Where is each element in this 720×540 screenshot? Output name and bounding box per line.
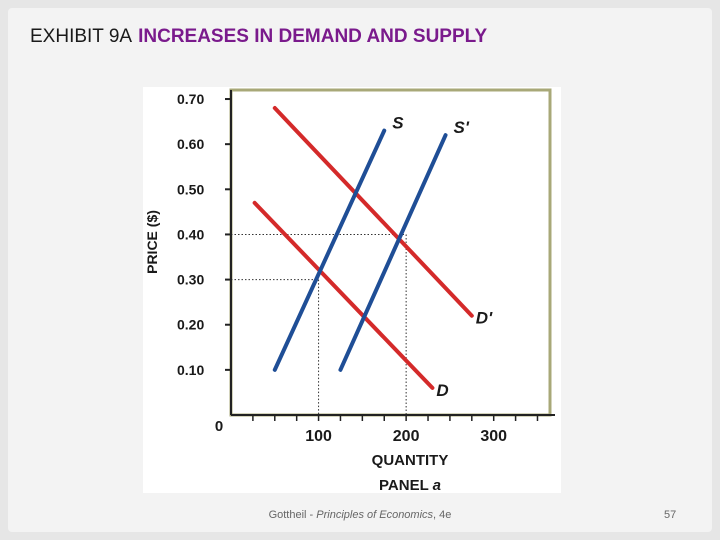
footer-author: Gottheil -	[268, 509, 317, 521]
supply-demand-chart: 0.10 0.20 0.30 0.40 0.50 0.60 0.70 100 200 300 0 QU…	[144, 88, 555, 494]
curve-d-prime	[272, 106, 474, 318]
plot-frame	[229, 88, 552, 417]
panel-caption-letter: a	[433, 477, 441, 493]
curve-s	[272, 128, 387, 372]
y-tick-label: 0.50	[177, 181, 204, 197]
curve-label-d: D	[436, 381, 448, 400]
page-number: 57	[664, 509, 677, 521]
curve-label-s: S	[392, 114, 404, 133]
exhibit-number: EXHIBIT 9A	[30, 26, 133, 47]
footer-edition: , 4e	[433, 509, 452, 521]
panel-caption: PANEL a	[379, 477, 441, 493]
x-tick-label: 100	[305, 428, 332, 445]
x-tick-label: 200	[393, 428, 420, 445]
footer-book-title: Principles of Economics	[316, 509, 434, 521]
y-tick-label: 0.20	[177, 317, 204, 333]
origin-label: 0	[215, 418, 223, 435]
panel-caption-prefix: PANEL	[379, 477, 433, 493]
x-axis-title: QUANTITY	[372, 452, 449, 469]
x-tick-label: 300	[480, 428, 507, 445]
curve-label-d-prime: D'	[476, 309, 493, 328]
y-tick-label: 0.40	[177, 226, 204, 242]
y-tick-label: 0.70	[177, 91, 204, 107]
curve-label-s-prime: S'	[454, 118, 470, 137]
curve-d	[252, 200, 435, 390]
slide-title: EXHIBIT 9A INCREASES IN DEMAND AND SUPPLY	[30, 26, 487, 48]
curve-s-prime	[338, 133, 448, 372]
footer-citation: Gottheil - Principles of Economics, 4e	[0, 509, 720, 521]
y-tick-label: 0.30	[177, 272, 204, 288]
y-tick-label: 0.60	[177, 136, 204, 152]
y-tick-label: 0.10	[177, 362, 204, 378]
y-axis-title: PRICE ($)	[144, 210, 160, 274]
chart-container: 0.10 0.20 0.30 0.40 0.50 0.60 0.70 100 200 300 0 QU…	[143, 87, 561, 494]
exhibit-subtitle: INCREASES IN DEMAND AND SUPPLY	[138, 26, 488, 47]
